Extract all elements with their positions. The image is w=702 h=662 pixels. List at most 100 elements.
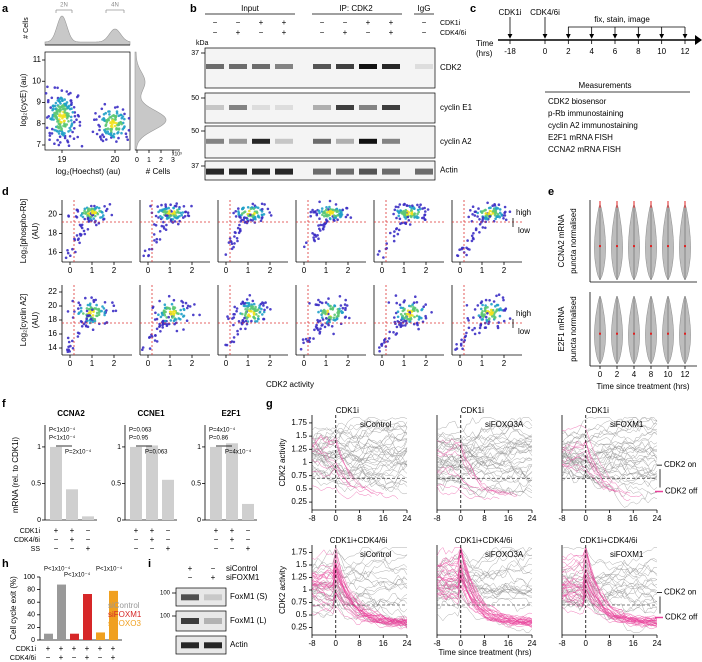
dot xyxy=(393,316,396,319)
dot xyxy=(410,215,413,219)
band xyxy=(252,105,270,110)
dot xyxy=(330,325,334,328)
dot xyxy=(109,115,113,119)
sign: + xyxy=(236,28,241,37)
dot xyxy=(95,118,98,121)
dot xyxy=(164,207,168,210)
trace xyxy=(311,553,408,623)
dot xyxy=(311,232,314,235)
dot xyxy=(394,311,398,315)
dot xyxy=(338,307,341,311)
dot xyxy=(484,304,487,307)
axis-label: CDK2 activity xyxy=(278,566,287,614)
dot xyxy=(252,207,256,211)
dot xyxy=(417,318,421,321)
dot xyxy=(184,210,188,214)
dot xyxy=(76,113,80,117)
sign: + xyxy=(211,573,216,582)
trace xyxy=(311,462,408,477)
tick-label: -18 xyxy=(504,47,516,56)
trace xyxy=(436,485,476,496)
band xyxy=(181,594,199,601)
dot xyxy=(408,223,412,226)
dot xyxy=(326,302,330,306)
trace xyxy=(561,453,658,482)
dot xyxy=(76,335,80,338)
tick-exponent: x10³ xyxy=(172,151,182,157)
dot xyxy=(67,130,70,133)
dot xyxy=(328,217,332,220)
dot xyxy=(185,319,189,323)
drug-label: CDK4/6i xyxy=(530,8,560,17)
dot xyxy=(320,207,324,210)
dot xyxy=(61,107,65,111)
sign: − xyxy=(166,535,171,544)
dot xyxy=(345,304,349,307)
dot xyxy=(492,208,496,211)
sign: − xyxy=(86,535,91,544)
dot xyxy=(102,135,106,139)
dot xyxy=(248,209,251,213)
trace xyxy=(561,459,658,508)
dot xyxy=(141,346,145,349)
dot xyxy=(72,137,76,140)
dot xyxy=(80,325,84,328)
dot xyxy=(116,105,119,109)
dot xyxy=(153,239,156,242)
trace xyxy=(311,562,408,626)
tick-label: 0 xyxy=(598,370,603,379)
dot xyxy=(413,216,416,219)
dot xyxy=(117,123,121,126)
dot xyxy=(182,328,185,331)
panel-label: a xyxy=(2,3,9,15)
trace xyxy=(311,450,375,491)
dot xyxy=(103,205,106,208)
dot xyxy=(67,345,70,349)
axis-label: CDK2 activity xyxy=(278,438,287,486)
band xyxy=(229,64,247,69)
dot xyxy=(66,115,69,118)
dot xyxy=(319,327,322,331)
dot xyxy=(479,301,483,305)
band xyxy=(204,594,222,601)
dot xyxy=(68,135,72,138)
dot xyxy=(400,211,403,214)
axis-label: CDK2 activity xyxy=(266,380,314,389)
dot xyxy=(236,239,239,243)
dot xyxy=(343,303,347,306)
dot xyxy=(103,313,106,317)
trace xyxy=(436,563,533,588)
sign: + xyxy=(70,535,75,544)
tick-label: 8 xyxy=(37,119,42,128)
dot xyxy=(393,208,397,212)
group-label: IP: CDK2 xyxy=(339,4,373,13)
tick-label: 1 xyxy=(168,266,173,275)
dot xyxy=(404,324,407,327)
tick-label: 0 xyxy=(146,359,151,368)
trace xyxy=(311,581,408,630)
trace xyxy=(311,460,408,486)
trace xyxy=(311,450,408,485)
tick-label: -8 xyxy=(558,639,566,648)
bar xyxy=(210,446,222,520)
tick-label: 1 xyxy=(37,444,41,451)
dot xyxy=(321,318,325,321)
trace xyxy=(436,466,473,488)
axis-label: log₂(cycE) (au) xyxy=(19,73,28,126)
dot xyxy=(241,312,244,316)
dot xyxy=(408,205,412,209)
dot xyxy=(174,204,178,208)
dot xyxy=(472,232,475,235)
tick-label: 0 xyxy=(334,639,339,648)
bar xyxy=(50,446,62,520)
trace xyxy=(561,592,658,633)
dot xyxy=(416,321,419,325)
dot xyxy=(241,300,245,304)
sign: − xyxy=(230,544,235,553)
trace xyxy=(561,442,658,462)
dot xyxy=(399,313,403,316)
dot xyxy=(169,319,173,322)
trace xyxy=(311,566,408,625)
dot xyxy=(87,307,91,311)
drug-label: CDK1i+CDK4/6i xyxy=(330,536,388,545)
